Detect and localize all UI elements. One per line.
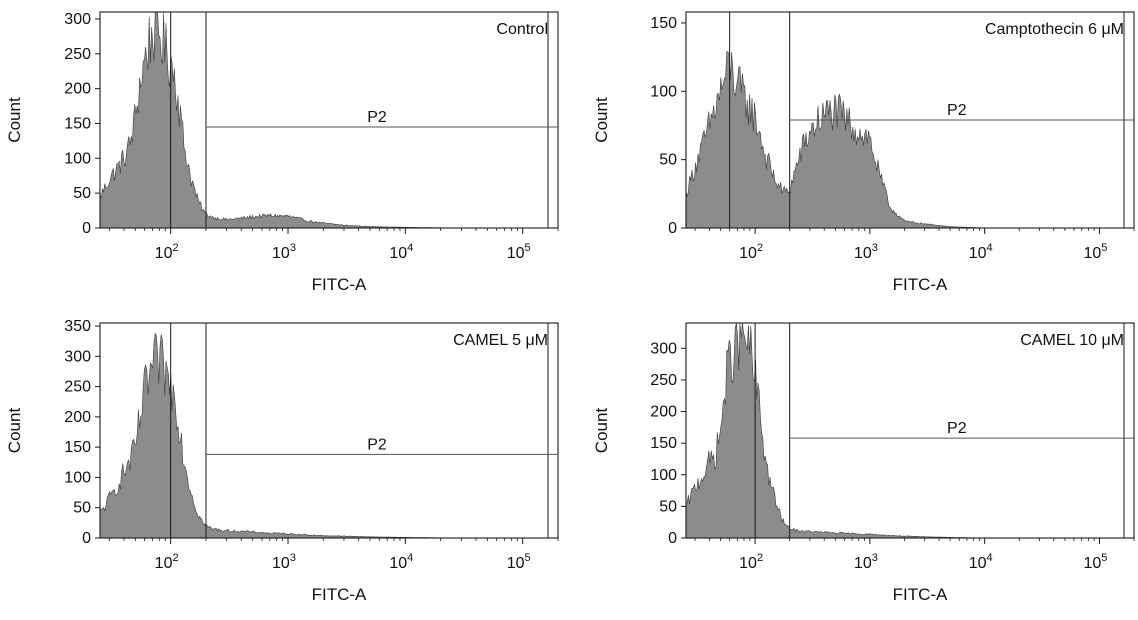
panel-camel-5um: P2 CAMEL 5 μM 0 50 100 150 200 250 300 350 102 103 1… [5, 318, 559, 604]
x-tick-label: 104 [389, 552, 413, 572]
y-tick-label: 250 [650, 372, 677, 389]
gate-label: P2 [367, 109, 387, 126]
x-tick-label: 103 [272, 242, 296, 262]
x-tick-label: 104 [969, 552, 993, 572]
x-tick-label: 103 [854, 552, 878, 572]
y-tick-label: 200 [64, 409, 91, 426]
plot-frame [99, 11, 559, 229]
x-tick-label: 104 [389, 242, 413, 262]
y-tick-label: 300 [64, 11, 91, 28]
panel-title: CAMEL 5 μM [453, 332, 548, 349]
y-tick-label: 300 [64, 348, 91, 365]
y-tick-label: 100 [650, 83, 677, 100]
panel-camptothecin-6um: P2 Camptothecin 6 μM 0 50 100 150 102 103 104 105… [592, 11, 1135, 294]
y-tick-label: 250 [64, 379, 91, 396]
y-tick-label: 300 [650, 340, 677, 357]
y-tick-label: 100 [64, 150, 91, 167]
x-tick-label: 103 [854, 242, 878, 262]
plot-frame [99, 322, 559, 539]
y-tick-label: 50 [73, 500, 91, 517]
y-tick-label: 50 [73, 185, 91, 202]
y-tick-label: 100 [64, 469, 91, 486]
x-axis-title: FITC-A [893, 275, 948, 294]
x-axis-title: FITC-A [893, 585, 948, 604]
y-tick-label: 0 [668, 220, 677, 237]
x-tick-label: 105 [507, 552, 531, 572]
x-axis-title: FITC-A [312, 275, 367, 294]
histogram-area [99, 11, 558, 229]
gate-label: P2 [367, 436, 387, 453]
panel-title: Camptothecin 6 μM [985, 21, 1124, 38]
y-tick-label: 50 [659, 498, 677, 515]
panel-camel-10um: P2 CAMEL 10 μM 0 50 100 150 200 250 300 102 103 104… [592, 322, 1135, 604]
y-tick-label: 250 [64, 46, 91, 63]
x-axis-title: FITC-A [312, 585, 367, 604]
x-tick-label: 105 [1083, 552, 1107, 572]
y-tick-label: 200 [64, 81, 91, 98]
histogram-area [685, 322, 1134, 539]
histogram-area [685, 50, 1134, 229]
y-tick-label: 50 [659, 152, 677, 169]
y-tick-label: 200 [650, 404, 677, 421]
panel-control: P2 Control 0 50 100 150 200 250 300 102 103 104 105 F… [5, 11, 559, 294]
x-tick-label: 102 [155, 242, 179, 262]
x-tick-label: 103 [272, 552, 296, 572]
y-tick-label: 150 [650, 15, 677, 32]
y-tick-label: 0 [82, 530, 91, 547]
x-tick-label: 102 [739, 552, 763, 572]
x-tick-label: 102 [155, 552, 179, 572]
histogram-area [99, 332, 558, 539]
y-tick-label: 150 [64, 439, 91, 456]
y-axis-title: Count [592, 408, 611, 454]
y-tick-label: 0 [668, 530, 677, 547]
y-axis-title: Count [5, 408, 24, 454]
panel-title: Control [496, 21, 548, 38]
y-axis-title: Count [592, 97, 611, 143]
x-tick-label: 104 [969, 242, 993, 262]
y-tick-label: 0 [82, 220, 91, 237]
gate-label: P2 [947, 102, 967, 119]
y-tick-label: 350 [64, 318, 91, 335]
plot-frame [685, 322, 1135, 539]
y-tick-label: 150 [64, 115, 91, 132]
y-tick-label: 100 [650, 467, 677, 484]
y-tick-label: 150 [650, 435, 677, 452]
gate-label: P2 [947, 420, 967, 437]
x-tick-label: 105 [1083, 242, 1107, 262]
y-axis-title: Count [5, 97, 24, 143]
x-tick-label: 105 [507, 242, 531, 262]
x-tick-label: 102 [739, 242, 763, 262]
panel-title: CAMEL 10 μM [1020, 332, 1124, 349]
